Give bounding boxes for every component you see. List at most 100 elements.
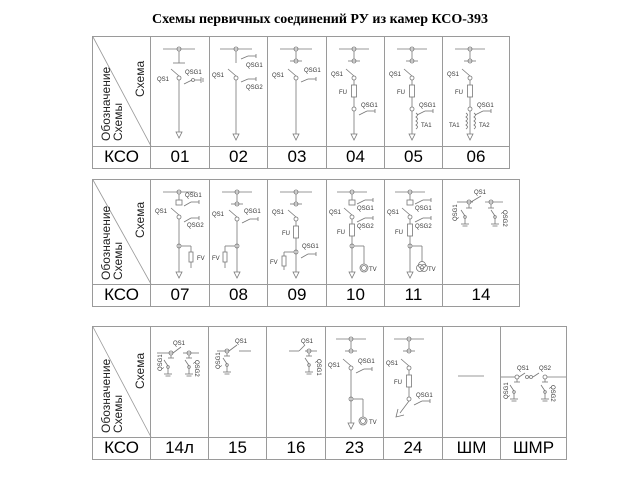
label-qs1: QS1 (328, 363, 341, 369)
label-qsg1: QSG1 (361, 103, 378, 109)
label-qs2: QS2 (539, 366, 552, 372)
header-designation-label-2: Схемы (111, 241, 125, 280)
circuit-diagram-11: QS1 FU QSG1 QSG2 TV (387, 189, 436, 279)
circuit-diagram-07: QS1 QSG1 QSG2 FV (155, 189, 205, 279)
label-qsg1: QSG1 (304, 68, 321, 74)
scheme-code: 09 (287, 285, 307, 304)
label-ta1: TA1 (449, 123, 460, 129)
circuit-diagram-06: QS1 FU QSG1 TA1 TA2 (447, 46, 494, 141)
label-qsg1: QSG1 (302, 244, 319, 250)
header-schema-label: Схема (133, 60, 147, 97)
diagonal-divider (92, 326, 152, 438)
label-fu: FU (455, 90, 463, 96)
scheme-cell-09[interactable]: QS1 FU QSG1 FV 09 (268, 180, 327, 306)
label-qsg1: QSG1 (216, 352, 222, 369)
label-fv: FV (197, 256, 205, 262)
scheme-code: 14 (471, 285, 491, 304)
label-qsg1: QSG1 (415, 206, 432, 212)
label-tv: TV (428, 267, 436, 273)
label-qs1: QS1 (387, 210, 400, 216)
label-qsg1: QSG1 (185, 193, 202, 199)
label-qsg1: QSG1 (357, 206, 374, 212)
label-qsg2: QSG2 (187, 223, 204, 229)
scheme-cell-16[interactable]: QS1 QSG1 16 (267, 327, 326, 459)
label-qs1: QS1 (301, 339, 314, 345)
scheme-cell-14l[interactable]: QS1 QSG1 QSG2 14л (151, 327, 209, 459)
header-cell: Схема Обозначение Схемы КСО (92, 179, 152, 306)
scheme-cell-07[interactable]: QS1 QSG1 QSG2 FV 07 (151, 180, 210, 306)
label-qsg2: QSG2 (357, 224, 374, 230)
circuit-diagram-16: QS1 QSG1 (289, 339, 321, 376)
label-fu: FU (394, 380, 402, 386)
scheme-code: 14л (165, 438, 194, 457)
label-qsg1: QSG1 (453, 204, 459, 221)
circuit-diagram-14: QS1 QSG1 QSG2 (453, 190, 507, 227)
scheme-cell-05[interactable]: QS1 FU QSG1 TA1 05 (385, 37, 443, 168)
scheme-code: 01 (170, 147, 190, 166)
scheme-code: 03 (287, 147, 307, 166)
label-qsg2: QSG2 (415, 224, 432, 230)
scheme-cell-23[interactable]: QS1 QSG1 TV 23 (326, 327, 384, 459)
label-qs1: QS1 (157, 77, 170, 83)
scheme-cell-02[interactable]: QS1 QSG1 QSG2 02 (210, 37, 268, 168)
scheme-table-3: Схема Обозначение Схемы КСО QS1 QSG1 QSG… (92, 326, 567, 460)
scheme-cell-24[interactable]: QS1 FU QSG1 24 (384, 327, 443, 459)
page-title: Схемы первичных соединений РУ из камер К… (152, 12, 488, 27)
label-qs1: QS1 (272, 73, 285, 79)
circuit-diagram-14l: QS1 QSG1 QSG2 (157, 341, 199, 377)
label-fv: FV (212, 256, 220, 262)
circuit-diagram-10: QS1 FU QSG1 QSG2 TV (329, 189, 377, 279)
scheme-cell-03[interactable]: QS1 QSG1 03 (268, 37, 327, 168)
label-qsg1: QSG1 (185, 70, 202, 76)
scheme-cell-06[interactable]: QS1 FU QSG1 TA1 TA2 06 (443, 37, 509, 168)
row-label: КСО (104, 438, 139, 457)
scheme-table-2: Схема Обозначение Схемы КСО QS1 QSG1 QSG2 F… (92, 179, 520, 307)
circuit-diagram-15: QS1 QSG1 (216, 339, 251, 375)
circuit-diagram-03: QS1 QSG1 (272, 46, 321, 141)
header-designation-label-2: Схемы (111, 102, 125, 141)
scheme-cell-15[interactable]: QS1 QSG1 15 (209, 327, 267, 459)
scheme-code: 02 (229, 147, 248, 166)
scheme-cell-01[interactable]: QS1 QSG1 01 (151, 37, 210, 168)
label-ta2: TA2 (479, 123, 490, 129)
scheme-cell-10[interactable]: QS1 FU QSG1 QSG2 TV 10 (327, 180, 385, 306)
row-label: КСО (104, 147, 139, 166)
circuit-diagram-shmr: QS1 QS2 QSG1 QSG2 (501, 366, 566, 402)
scheme-code: 11 (404, 285, 423, 304)
label-qs1: QS1 (474, 190, 487, 196)
circuit-diagram-08: QS1 QSG1 FV (212, 189, 261, 279)
scheme-code: ШМР (512, 438, 555, 457)
label-qsg1: QSG1 (358, 359, 375, 365)
label-qs1: QS1 (272, 210, 285, 216)
scheme-cell-14[interactable]: QS1 QSG1 QSG2 14 (443, 180, 519, 306)
label-qs1: QS1 (386, 361, 399, 367)
header-cell: Схема Обозначение Схемы КСО (92, 326, 152, 459)
label-qs1: QS1 (329, 210, 342, 216)
circuit-diagram-04: QS1 FU QSG1 (331, 46, 378, 141)
scheme-code: 15 (228, 438, 247, 457)
circuit-diagram-23: QS1 QSG1 TV (328, 336, 377, 430)
scheme-cell-04[interactable]: QS1 FU QSG1 04 (327, 37, 385, 168)
label-tv: TV (369, 267, 377, 273)
label-qsg1: QSG1 (244, 209, 261, 215)
label-qsg2: QSG2 (549, 385, 555, 402)
scheme-cell-08[interactable]: QS1 QSG1 FV 08 (210, 180, 268, 306)
label-qs1: QS1 (212, 73, 225, 79)
scheme-code: 08 (229, 285, 248, 304)
label-qsg2: QSG2 (501, 210, 507, 227)
row-label: КСО (104, 285, 139, 304)
scheme-code: 10 (346, 285, 365, 304)
circuit-diagram-24: QS1 FU QSG1 (386, 336, 433, 418)
label-fu: FU (337, 230, 345, 236)
header-designation-label-2: Схемы (111, 394, 125, 433)
label-qs1: QS1 (173, 341, 186, 347)
scheme-cell-shmr[interactable]: QS1 QS2 QSG1 QSG2 ШМР (501, 327, 566, 459)
scheme-cell-11[interactable]: QS1 FU QSG1 QSG2 TV 11 (385, 180, 443, 306)
scheme-code: 05 (404, 147, 423, 166)
label-ta1: TA1 (421, 123, 432, 129)
scheme-code: ШМ (456, 438, 487, 457)
scheme-code: 04 (346, 147, 365, 166)
label-fu: FU (397, 90, 405, 96)
scheme-cell-shm[interactable]: ШМ (443, 327, 501, 459)
diagonal-divider (92, 36, 152, 147)
